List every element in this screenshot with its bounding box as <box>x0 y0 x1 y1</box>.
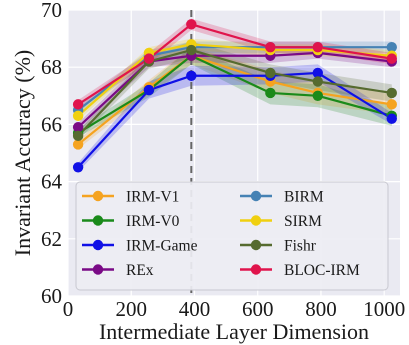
legend: IRM-V1 IRM-V0 IRM-Game REx BIRM SIRM Fishr BLOC… <box>75 181 389 291</box>
y-tick-label: 70 <box>41 0 62 22</box>
point-bloc-irm <box>143 53 155 64</box>
legend-swatch-marker <box>250 215 262 226</box>
series-lines <box>77 23 393 169</box>
line-irm-v0 <box>77 54 393 134</box>
y-axis-title: Invariant Accuracy (%) <box>10 50 35 256</box>
legend-label: SIRM <box>284 213 322 230</box>
point-bloc-irm <box>265 41 276 53</box>
point-fishr <box>386 87 397 99</box>
line-fishr <box>77 48 392 137</box>
series-points <box>72 19 397 173</box>
legend-label: BIRM <box>284 189 324 206</box>
point-irm-game <box>386 113 397 124</box>
legend-label: IRM-V0 <box>126 213 180 230</box>
point-irm-v1 <box>72 139 84 150</box>
x-tick-label: 0 <box>63 297 74 321</box>
legend-label: BLOC-IRM <box>284 262 360 279</box>
legend-label: Fishr <box>284 238 317 255</box>
point-fishr <box>72 130 84 142</box>
tick-labels: 0 200 400 600 800 1000 60 62 64 66 68 70 <box>41 0 405 321</box>
legend-swatch-marker <box>92 239 104 251</box>
legend-label: REx <box>126 262 154 279</box>
point-irm-game <box>72 162 84 173</box>
x-tick-label: 400 <box>179 297 211 321</box>
point-irm-game <box>186 70 197 81</box>
x-axis-title: Intermediate Layer Dimension <box>99 319 369 344</box>
legend-box <box>75 181 389 291</box>
point-rex <box>72 122 84 133</box>
band-rex <box>78 47 392 132</box>
line-bloc-irm <box>77 23 392 106</box>
point-irm-v0 <box>265 87 276 99</box>
point-irm-game <box>143 84 155 96</box>
x-tick-label: 800 <box>305 297 337 321</box>
point-bloc-irm <box>312 41 323 53</box>
y-tick-label: 66 <box>41 112 62 136</box>
y-tick-label: 60 <box>41 284 62 308</box>
legend-swatch-marker <box>250 264 262 275</box>
point-fishr <box>186 44 197 56</box>
legend-swatch-marker <box>250 190 262 202</box>
legend-swatch-marker <box>92 190 104 202</box>
legend-swatch-marker <box>250 239 262 251</box>
line-sirm <box>77 43 392 117</box>
point-irm-game <box>312 67 323 79</box>
point-fishr <box>265 67 276 79</box>
band-irm-v0 <box>78 47 392 138</box>
x-tick-label: 600 <box>242 297 274 321</box>
point-bloc-irm <box>386 53 397 64</box>
line-irm-game <box>77 71 393 169</box>
band-irm-game <box>78 64 392 172</box>
y-tick-label: 68 <box>41 55 62 79</box>
x-tick-label: 200 <box>115 297 147 321</box>
y-tick-label: 62 <box>41 227 62 251</box>
point-irm-v0 <box>312 90 323 102</box>
point-sirm <box>72 110 84 122</box>
y-tick-label: 64 <box>41 170 63 194</box>
point-birm <box>386 41 397 53</box>
band-fishr <box>78 41 392 141</box>
point-fishr <box>312 76 323 87</box>
point-bloc-irm <box>72 99 84 110</box>
point-bloc-irm <box>186 19 197 30</box>
legend-swatch-marker <box>92 215 104 226</box>
legend-swatch-marker <box>92 264 104 275</box>
legend-label: IRM-Game <box>126 238 198 255</box>
x-tick-label: 1000 <box>363 297 405 321</box>
point-irm-v1 <box>386 99 397 110</box>
legend-label: IRM-V1 <box>126 189 179 206</box>
